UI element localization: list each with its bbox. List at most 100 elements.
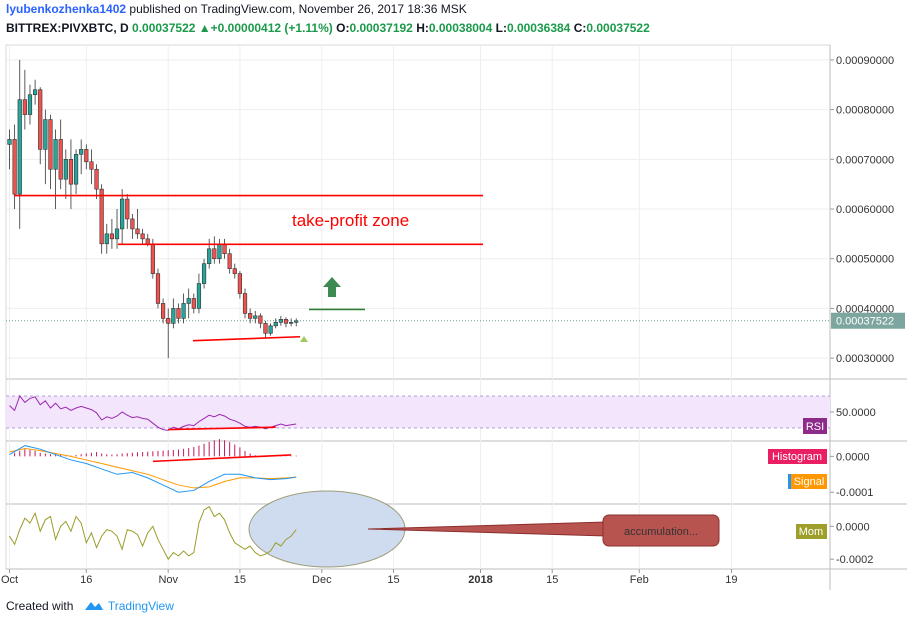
candle-body <box>222 243 227 255</box>
candle-body <box>212 248 217 260</box>
price-change: +0.00000412 (+1.11%) <box>210 21 333 35</box>
x-tick-label: Feb <box>630 574 649 586</box>
candle-body <box>150 243 155 274</box>
signal-legend-label: Signal <box>794 476 825 488</box>
candle-body <box>79 149 84 155</box>
candle-body <box>171 308 176 324</box>
candle-body <box>109 233 114 240</box>
candle-body <box>196 283 202 309</box>
footer: Created with TradingView <box>6 599 174 613</box>
macd-y-tick-label: 0.0000 <box>836 451 870 463</box>
candle-body <box>63 159 68 180</box>
candle-body <box>253 315 258 319</box>
momentum-y-tick-label: -0.0002 <box>836 554 873 566</box>
macd-legend-marker <box>788 474 791 489</box>
close-label: C: <box>573 21 587 35</box>
triangle-marker-icon <box>300 336 308 342</box>
take-profit-zone-label: take-profit zone <box>292 211 409 230</box>
candle-body <box>186 298 191 304</box>
candle-body <box>207 248 212 264</box>
candle-body <box>73 154 79 185</box>
author-link[interactable]: lyubenkozhenka1402 <box>6 2 127 16</box>
candle-body <box>94 168 99 190</box>
signal-legend-badge <box>788 474 827 489</box>
rsi-legend-badge <box>803 418 827 434</box>
x-tick-label: Oct <box>1 574 18 586</box>
created-with-label: Created with <box>6 599 74 613</box>
candle-body <box>130 218 135 230</box>
candle-body <box>22 99 27 115</box>
tradingview-brand-link[interactable]: TradingView <box>107 599 174 613</box>
x-tick-label: 16 <box>80 574 92 586</box>
high-value: 0.00038004 <box>428 21 493 35</box>
candle-body <box>145 238 150 245</box>
candle-body <box>58 139 63 180</box>
open-label: O: <box>336 21 350 35</box>
y-tick-label: 0.00030000 <box>836 353 894 365</box>
y-tick-label: 0.00060000 <box>836 204 894 216</box>
histogram-legend-badge <box>768 449 827 464</box>
candle-body <box>242 293 248 314</box>
last-price: 0.00037522 <box>132 21 196 35</box>
candle-body <box>68 159 74 185</box>
up-arrow-icon: ▲ <box>198 21 211 35</box>
candle-body <box>27 94 33 115</box>
macd-trend-line <box>152 454 292 463</box>
macd-signal-line <box>9 447 297 489</box>
x-tick-label: 19 <box>725 574 737 586</box>
low-label: L: <box>495 21 507 35</box>
momentum-line <box>9 505 297 561</box>
low-value: 0.00036384 <box>506 21 571 35</box>
symbol-label: BITTREX:PIVXBTC, D <box>6 21 129 35</box>
candle-body <box>166 318 171 324</box>
candle-body <box>89 161 94 170</box>
candle-body <box>32 89 38 96</box>
publish-header: lyubenkozhenka1402 published on TradingV… <box>6 2 467 16</box>
candle-body <box>120 198 125 230</box>
y-tick-label: 0.00040000 <box>836 303 894 315</box>
ohlc-header: BITTREX:PIVXBTC, D 0.00037522 ▲+0.000004… <box>6 21 650 35</box>
candle-body <box>248 313 253 319</box>
candle-body <box>294 320 299 323</box>
mom-legend-label: Mom <box>799 526 823 538</box>
published-text: published on TradingView.com, November 2… <box>129 2 467 16</box>
candle-body <box>155 273 161 304</box>
macd-y-tick-label: -0.0001 <box>836 487 873 499</box>
high-label: H: <box>416 21 429 35</box>
candle-body <box>135 228 140 235</box>
x-tick-label: 15 <box>234 574 246 586</box>
last-price-tag <box>831 312 905 329</box>
x-tick-label: 15 <box>546 574 558 586</box>
candle-body <box>258 315 263 324</box>
macd-line <box>9 445 297 493</box>
x-tick-label: Nov <box>158 574 178 586</box>
candle-body <box>191 298 196 309</box>
callout-box <box>602 514 720 547</box>
rsi-trend-line <box>168 426 276 431</box>
candle-body <box>288 322 294 324</box>
green-up-arrow-icon <box>323 277 341 297</box>
close-value: 0.00037522 <box>586 21 650 35</box>
candle-body <box>283 319 289 324</box>
support-line <box>192 335 301 342</box>
candle-body <box>12 139 17 195</box>
candle-body <box>181 303 186 319</box>
candle-body <box>140 233 145 240</box>
rsi-line <box>9 394 297 431</box>
open-value: 0.00037192 <box>349 21 413 35</box>
x-tick-label: 2018 <box>468 574 492 586</box>
y-tick-label: 0.00090000 <box>836 55 894 67</box>
candle-body <box>125 198 130 220</box>
y-tick-label: 0.00050000 <box>836 254 894 266</box>
candle-body <box>232 268 237 274</box>
candle-body <box>227 253 232 269</box>
candle-body <box>237 273 243 294</box>
last-price-tag-label: 0.00037522 <box>836 316 894 328</box>
plot-frame <box>5 44 831 570</box>
candle-body <box>217 243 222 260</box>
candle-body <box>201 263 207 284</box>
mom-legend-badge <box>796 524 827 539</box>
candle-body <box>17 99 22 195</box>
x-tick-label: Dec <box>312 574 332 586</box>
